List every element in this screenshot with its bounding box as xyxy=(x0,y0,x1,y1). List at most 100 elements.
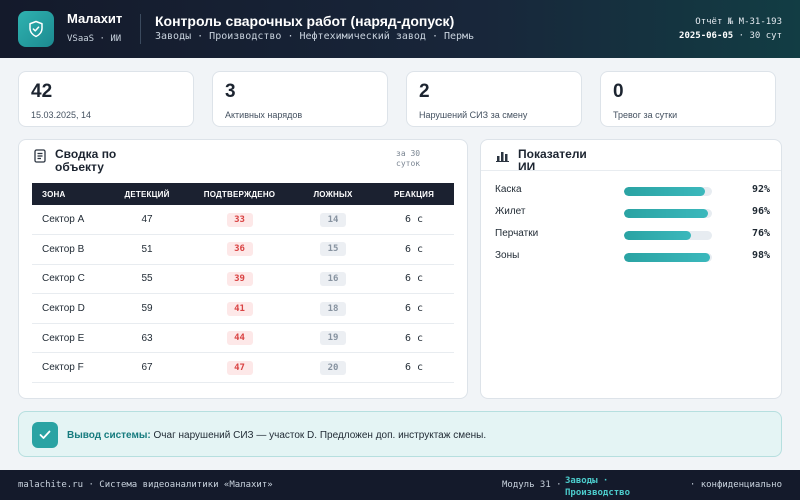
column-header-zone[interactable]: ЗОНА xyxy=(42,189,66,199)
false-badge: 19 xyxy=(320,331,346,346)
detections-cell: 59 xyxy=(107,293,187,324)
stat-label: Нарушений СИЗ за смену xyxy=(419,110,528,120)
metric-label: Перчатки xyxy=(495,228,539,239)
brand-subtitle: VSaaS · ИИ xyxy=(67,34,122,44)
metric-bar xyxy=(624,231,712,240)
stat-card-ppe-violations: 2 Нарушений СИЗ за смену xyxy=(406,71,582,127)
panel-divider xyxy=(481,170,781,171)
report-info: Отчёт № M-31-193 2025-06-05 · 30 сут xyxy=(679,15,782,43)
metric-percent: 76% xyxy=(751,228,770,239)
stat-label: Активных нарядов xyxy=(225,110,303,120)
column-header-false[interactable]: ЛОЖНЫХ xyxy=(313,189,353,199)
false-badge: 14 xyxy=(320,212,346,227)
ai-metric-vest: Жилет 96% xyxy=(495,206,770,220)
false-badge: 18 xyxy=(320,301,346,316)
metric-bar-fill xyxy=(624,209,709,218)
ai-metric-zones: Зоны 98% xyxy=(495,250,770,264)
metric-bar xyxy=(624,253,712,262)
report-period: · 30 сут xyxy=(738,31,782,41)
column-header-detections[interactable]: ДЕТЕКЦИЙ xyxy=(124,189,170,199)
false-badge: 16 xyxy=(320,271,346,286)
reaction-cell: 6 с xyxy=(374,323,454,354)
summary-panel: Сводка по объекту за 30 суток ЗОНА ДЕТЕК… xyxy=(18,139,468,399)
shield-check-icon xyxy=(29,20,43,38)
footer-confidential: · конфиденциально xyxy=(689,480,782,490)
page-title: Контроль сварочных работ (наряд-допуск) xyxy=(155,13,455,29)
detections-cell: 63 xyxy=(107,323,187,354)
metric-bar-fill xyxy=(624,253,711,262)
table-row[interactable]: Сектор A 47 33 14 6 с xyxy=(32,205,454,236)
zone-cell: Сектор A xyxy=(32,205,107,236)
app-header: Малахит VSaaS · ИИ Контроль сварочных ра… xyxy=(0,0,800,58)
reaction-cell: 6 с xyxy=(374,205,454,236)
metric-bar-fill xyxy=(624,231,691,240)
summary-table: ЗОНА ДЕТЕКЦИЙ ПОДТВЕРЖДЕНО ЛОЖНЫХ РЕАКЦИ… xyxy=(32,183,454,384)
stat-value: 0 xyxy=(613,81,624,102)
document-icon xyxy=(34,149,46,163)
metric-percent: 92% xyxy=(751,184,770,195)
report-number: Отчёт № M-31-193 xyxy=(695,17,782,27)
confirmed-badge: 44 xyxy=(226,331,253,346)
false-badge: 15 xyxy=(320,242,346,257)
reaction-cell: 6 с xyxy=(374,352,454,384)
detections-cell: 67 xyxy=(107,352,187,384)
zone-cell: Сектор E xyxy=(32,323,107,354)
reaction-cell: 6 с xyxy=(374,293,454,324)
stat-card-detections: 42 15.03.2025, 14 xyxy=(18,71,194,127)
confirmed-badge: 39 xyxy=(226,271,253,286)
footer-nav-link[interactable]: Заводы · Производство xyxy=(565,476,631,498)
app-logo[interactable] xyxy=(18,11,54,47)
table-header-row: ЗОНА ДЕТЕКЦИЙ ПОДТВЕРЖДЕНО ЛОЖНЫХ РЕАКЦИ… xyxy=(32,183,454,205)
stat-card-active-permits: 3 Активных нарядов xyxy=(212,71,388,127)
confirmed-badge: 36 xyxy=(226,242,253,257)
metric-label: Зоны xyxy=(495,250,520,261)
metric-bar-fill xyxy=(624,187,705,196)
confirmed-badge: 33 xyxy=(226,212,253,227)
table-row[interactable]: Сектор C 55 39 16 6 с xyxy=(32,264,454,295)
reaction-cell: 6 с xyxy=(374,234,454,265)
table-row[interactable]: Сектор B 51 36 15 6 с xyxy=(32,234,454,265)
summary-period: за 30 суток xyxy=(396,149,421,168)
metric-bar xyxy=(624,209,712,218)
zone-cell: Сектор D xyxy=(32,293,107,324)
detections-cell: 51 xyxy=(107,234,187,265)
stat-value: 3 xyxy=(225,81,236,102)
confirmed-badge: 41 xyxy=(226,301,253,316)
stat-label: Тревог за сутки xyxy=(613,110,678,120)
detections-cell: 55 xyxy=(107,264,187,295)
metric-percent: 98% xyxy=(751,250,770,261)
ai-metrics-panel: Показатели ИИ Каска 92% Жилет 96% Перчат… xyxy=(480,139,782,399)
metric-percent: 96% xyxy=(751,206,770,217)
ai-metric-gloves: Перчатки 76% xyxy=(495,228,770,242)
stat-card-alarms: 0 Тревог за сутки xyxy=(600,71,776,127)
ai-metric-helmet: Каска 92% xyxy=(495,184,770,198)
conclusion-message: Очаг нарушений СИЗ — участок D. Предложе… xyxy=(153,430,487,441)
footer-site[interactable]: malachite.ru · Система видеоаналитики «М… xyxy=(18,480,273,490)
column-header-confirmed[interactable]: ПОДТВЕРЖДЕНО xyxy=(203,189,276,199)
metric-label: Жилет xyxy=(495,206,526,217)
summary-title: Сводка по объекту xyxy=(55,147,117,174)
table-row[interactable]: Сектор D 59 41 18 6 с xyxy=(32,293,454,324)
stat-value: 2 xyxy=(419,81,430,102)
footer-module: Модуль 31 · xyxy=(502,480,562,490)
check-icon xyxy=(32,422,58,448)
column-header-reaction[interactable]: РЕАКЦИЯ xyxy=(393,189,435,199)
system-conclusion: Вывод системы: Очаг нарушений СИЗ — учас… xyxy=(18,411,782,457)
header-divider xyxy=(140,14,141,44)
conclusion-label: Вывод системы: xyxy=(67,430,151,441)
false-badge: 20 xyxy=(320,360,346,375)
table-row[interactable]: Сектор F 67 47 20 6 с xyxy=(32,352,454,384)
confirmed-badge: 47 xyxy=(226,360,253,375)
zone-cell: Сектор C xyxy=(32,264,107,295)
stat-value: 42 xyxy=(31,81,53,102)
bar-chart-icon xyxy=(496,152,509,162)
stat-label: 15.03.2025, 14 xyxy=(31,110,92,120)
metric-label: Каска xyxy=(495,184,522,195)
brand-name: Малахит xyxy=(67,11,123,26)
breadcrumb[interactable]: Заводы · Производство · Нефтехимический … xyxy=(155,31,475,42)
zone-cell: Сектор B xyxy=(32,234,107,265)
detections-cell: 47 xyxy=(107,205,187,236)
report-date: 2025-06-05 xyxy=(679,31,734,41)
table-row[interactable]: Сектор E 63 44 19 6 с xyxy=(32,323,454,354)
app-footer: malachite.ru · Система видеоаналитики «М… xyxy=(0,470,800,500)
